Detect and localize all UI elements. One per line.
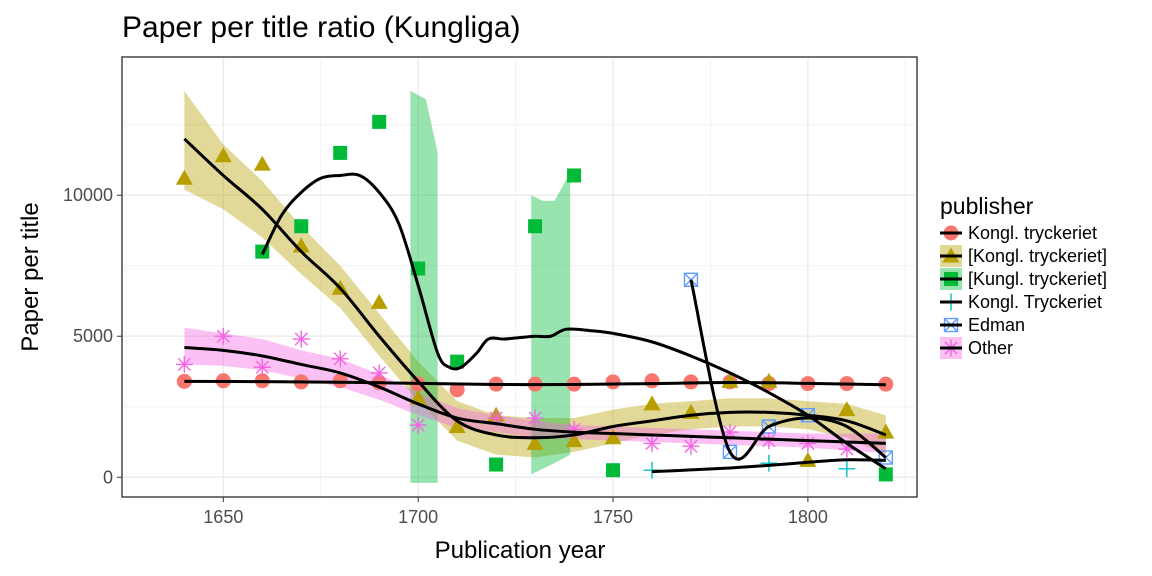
legend: publisher Kongl. tryckeriet [Kongl. tryck… [940,193,1107,359]
marker-stroke [372,366,386,380]
y-axis-title: Paper per title [17,202,44,351]
x-axis-title: Publication year [435,537,606,564]
legend-label: [Kungl. tryckeriet] [968,269,1107,289]
legend-label: Other [968,338,1013,358]
x-tick-label: 1650 [203,507,243,527]
data-point [489,457,504,472]
data-point [409,416,427,434]
legend-label: Kongl. tryckeriet [968,223,1097,243]
data-point [838,401,856,417]
data-point [370,293,388,309]
smooth-line [260,172,887,471]
marker-stroke [294,332,308,346]
data-point [331,350,349,368]
legend-item: Other [940,337,1013,359]
data-point [448,417,466,433]
data-point [604,429,622,445]
smooth-line [184,379,886,387]
data-point [370,364,388,382]
marker-stroke [177,357,191,372]
marker-stroke [255,360,269,374]
data-point [526,409,544,427]
data-point [799,434,817,452]
data-point [643,434,661,452]
data-point [449,382,465,398]
smooth-line [184,346,886,445]
data-point [175,169,193,185]
chart-title: Paper per title ratio (Kungliga) [122,11,521,44]
data-point [644,373,660,389]
data-point [253,155,271,171]
legend-item: Kongl. Tryckeriet [940,292,1102,312]
data-point [606,463,621,478]
data-point [292,330,310,348]
marker-stroke [684,439,698,453]
legend-title: publisher [940,193,1034,219]
y-tick-label: 10000 [63,185,113,205]
data-point [175,355,193,373]
smooth-line [689,279,887,461]
data-point [605,374,621,390]
x-tick-label: 1700 [398,507,438,527]
data-point [450,354,465,369]
legend-item: [Kungl. tryckeriet] [940,268,1107,290]
data-point [682,437,700,455]
data-point [214,147,232,163]
marker-stroke [528,411,542,425]
legend-item: Edman [940,315,1025,335]
data-point [760,454,778,472]
data-point [567,168,582,183]
legend-label: [Kongl. tryckeriet] [968,246,1107,266]
data-point [878,467,893,482]
data-point [721,372,739,388]
marker-stroke [216,329,230,343]
marker-stroke [722,444,738,460]
confidence-band [410,90,438,483]
y-tick-label: 5000 [73,326,113,346]
x-tick-label: 1750 [593,507,633,527]
data-point [333,145,348,160]
legend-item: [Kongl. tryckeriet] [940,245,1107,267]
legend-label: Edman [968,315,1025,335]
smooth-line [183,137,887,440]
data-point [643,395,661,411]
smooth-line [651,458,886,474]
data-point [253,358,271,376]
data-point [294,219,309,234]
data-point [528,219,543,234]
data-point [838,460,856,478]
marker-stroke [878,450,894,465]
y-tick-label: 0 [103,467,113,487]
data-point [372,114,387,129]
marker-stroke [411,418,425,432]
marker-stroke [333,352,347,366]
x-tick-label: 1800 [788,507,828,527]
marker-stroke [645,436,659,451]
axis-ticks: 1650 1700 1750 1800 0 5000 10000 [63,185,828,527]
data-point [214,327,232,345]
data-point [565,432,583,448]
legend-label: Kongl. Tryckeriet [968,292,1102,312]
plot-panel [121,56,918,498]
grid [122,57,917,497]
plot-border [121,56,918,498]
smooth-lines [183,137,887,474]
legend-item: Kongl. tryckeriet [940,223,1097,243]
confidence-band [531,172,571,475]
data-point [526,434,544,450]
